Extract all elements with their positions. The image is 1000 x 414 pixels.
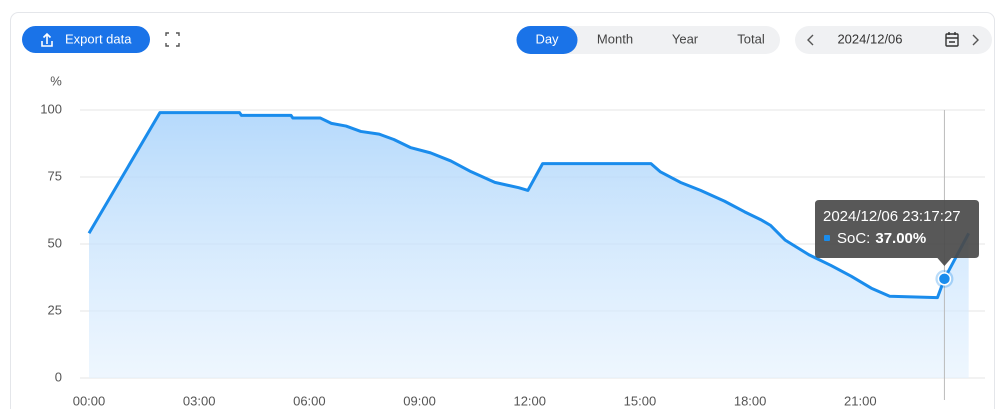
area — [89, 112, 969, 379]
y-tick-label: 75 — [48, 168, 62, 183]
calendar-icon[interactable] — [945, 32, 959, 47]
prev-date[interactable] — [807, 34, 814, 46]
fullscreen-icon[interactable] — [165, 32, 180, 47]
tab[interactable]: Total — [737, 31, 765, 46]
tooltip-series: SoC: — [837, 230, 870, 247]
tab[interactable]: Year — [672, 31, 699, 46]
y-tick-label: 50 — [48, 235, 62, 250]
tooltip-value: 37.00% — [875, 230, 926, 247]
line — [87, 111, 970, 300]
y-tick-label: 25 — [48, 302, 62, 317]
x-tick-label: 03:00 — [183, 393, 216, 408]
tooltip-title: 2024/12/06 23:17:27 — [823, 208, 961, 225]
x-tick-label: 21:00 — [844, 393, 877, 408]
x-tick-label: 15:00 — [624, 393, 657, 408]
next-date[interactable] — [972, 34, 979, 46]
export-button[interactable]: Export data — [22, 26, 150, 53]
y-tick-label: 0 — [55, 369, 62, 384]
tooltip-swatch — [824, 235, 830, 241]
export-icon[interactable] — [41, 32, 53, 47]
hover-point — [937, 272, 952, 286]
tooltip-box — [815, 200, 979, 266]
date-picker — [795, 26, 992, 54]
x-tick-label: 00:00 — [73, 393, 106, 408]
y-axis-label: % — [50, 73, 62, 88]
y-tick-label: 100 — [40, 101, 62, 116]
tab[interactable]: Day — [535, 31, 559, 46]
export-button-bg[interactable] — [22, 26, 150, 53]
tab[interactable]: Month — [597, 31, 633, 46]
export-label[interactable]: Export data — [65, 31, 132, 46]
active-tab-bg[interactable] — [516, 26, 578, 54]
x-tick-label: 18:00 — [734, 393, 767, 408]
date-label[interactable]: 2024/12/06 — [837, 31, 902, 46]
x-tick-label: 06:00 — [293, 393, 326, 408]
x-tick-label: 09:00 — [403, 393, 436, 408]
tab-group — [517, 26, 780, 54]
x-tick-label: 12:00 — [513, 393, 546, 408]
